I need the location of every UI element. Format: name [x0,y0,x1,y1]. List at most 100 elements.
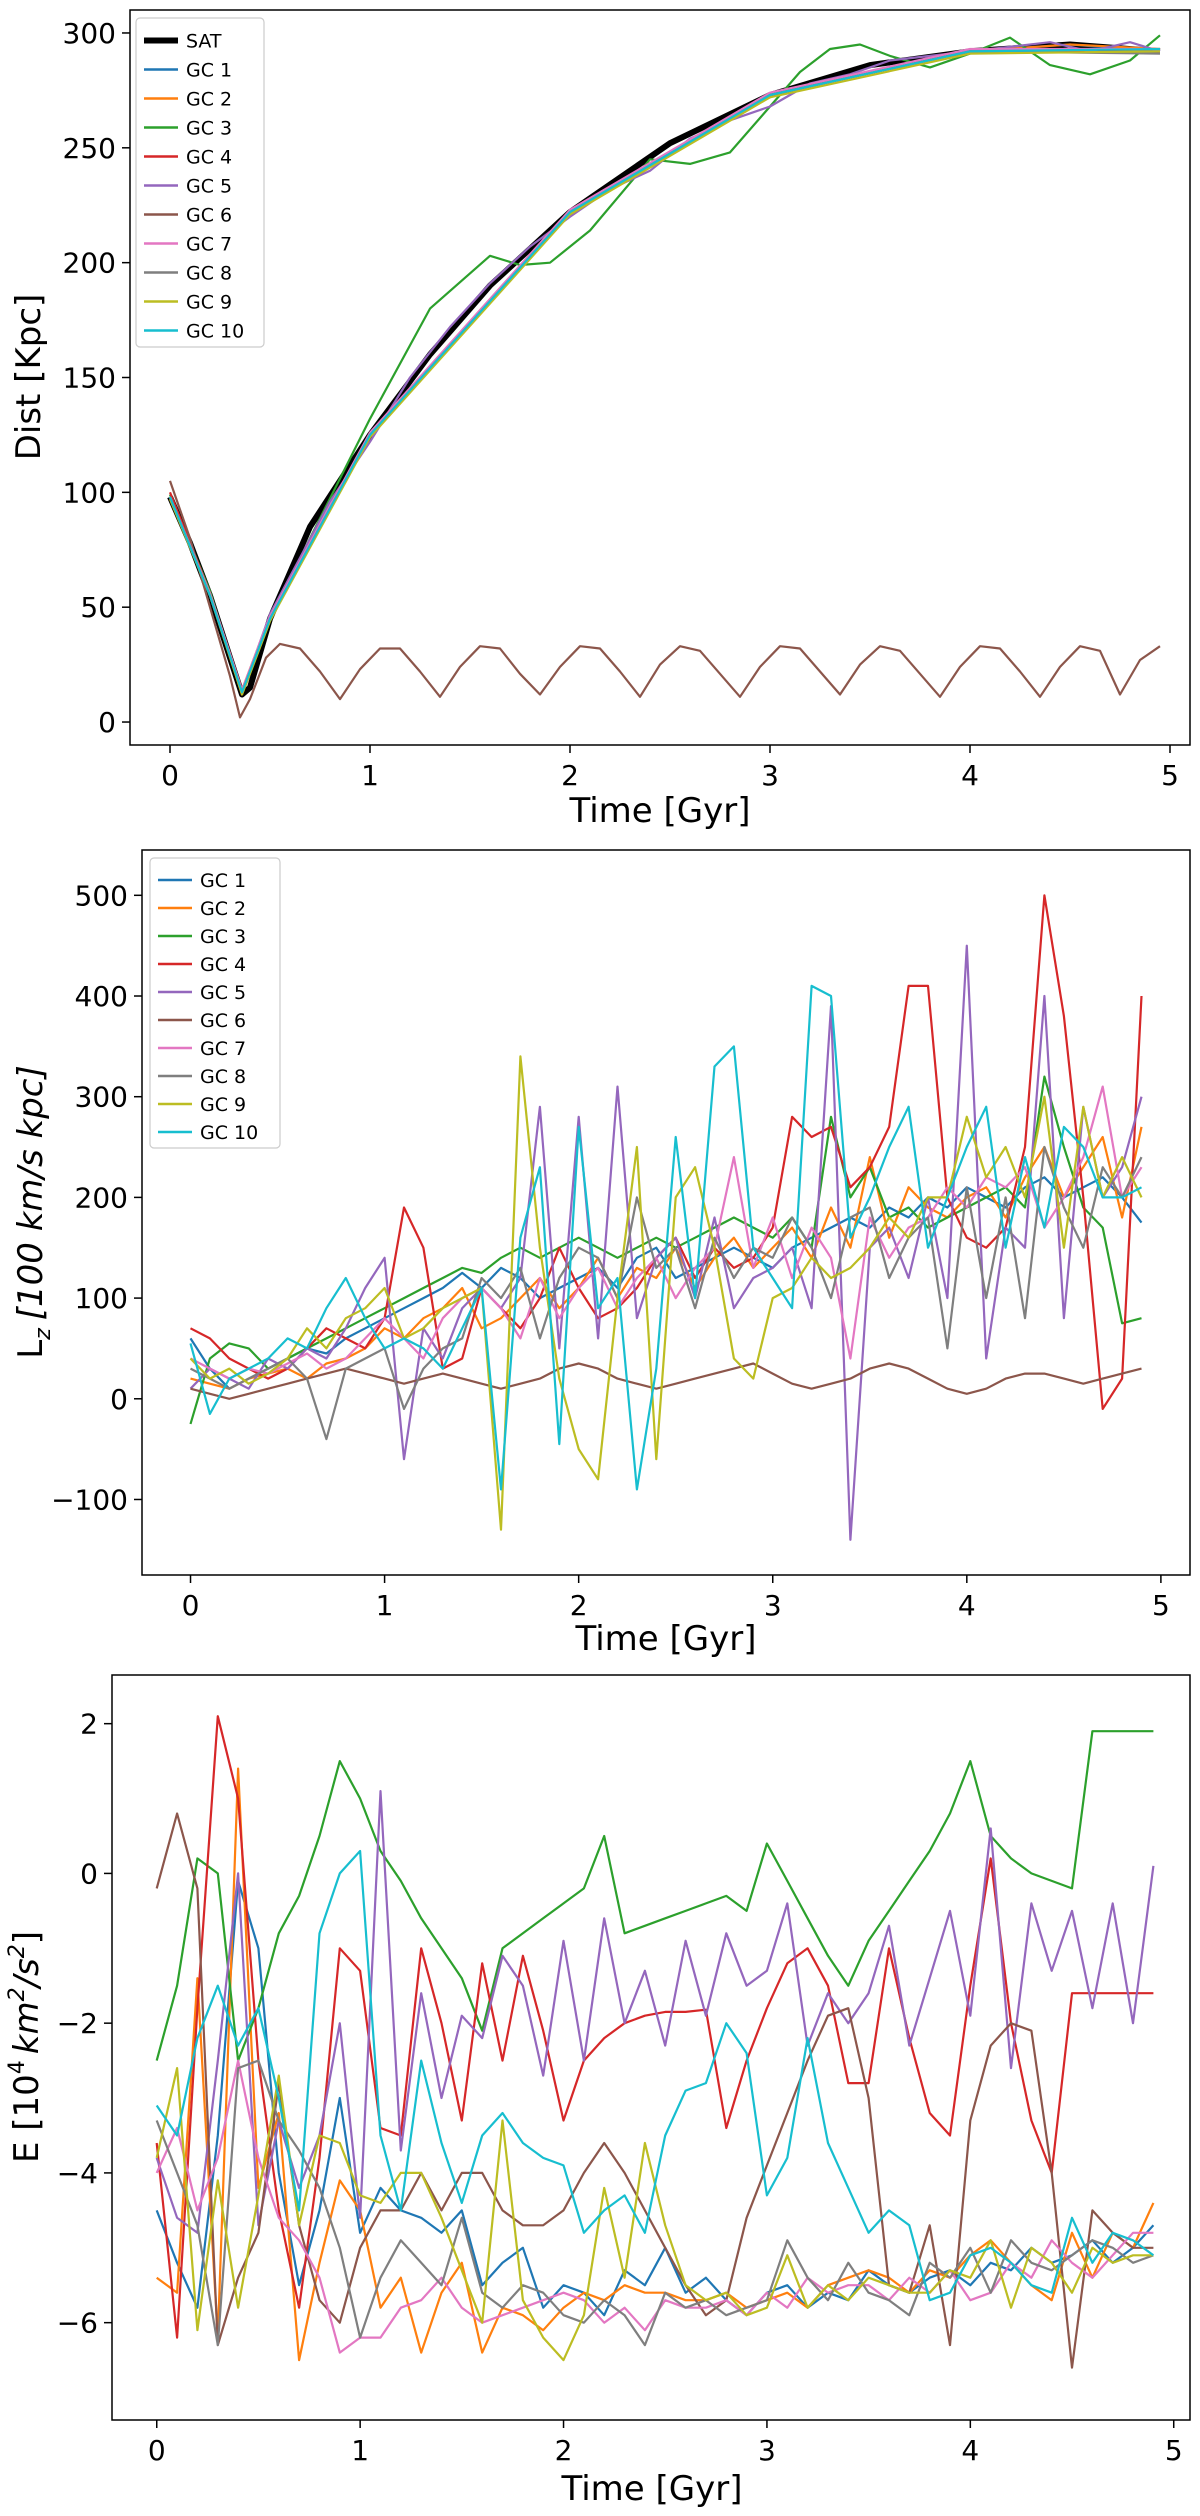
x-tick-label: 0 [182,1589,200,1622]
x-tick-label: 1 [361,759,379,792]
energy-panel: Time [Gyr] E [104km2/s2] 0 1 2 3 4 5−6−4−202 [5,1674,1191,2509]
y-tick-label: −2 [57,2007,98,2040]
y-tick-label: −100 [51,1483,128,1516]
x-tick-label: 4 [961,2434,979,2467]
x-tick-label: 3 [761,759,779,792]
y-tick-label: 0 [98,706,116,739]
legend-label: GC 1 [186,60,232,82]
legend-label: GC 2 [200,898,246,920]
x-tick-label: 1 [376,1589,394,1622]
legend-label: GC 3 [200,926,246,948]
legend-label: GC 10 [186,321,244,343]
x-tick-label: 3 [764,1589,782,1622]
distance-plot-frame [129,9,1191,746]
x-tick-label: 0 [148,2434,166,2467]
series-line-gc-1 [168,43,1161,694]
series-line-gc-3 [155,1730,1154,2062]
series-line-gc-5 [168,41,1161,694]
y-tick-label: 100 [75,1282,128,1315]
distance-y-axis-label: Dist [Kpc] [9,294,49,461]
energy-y-axis-label: E [104km2/s2] [5,1931,47,2163]
series-line-gc-1 [155,1879,1155,2317]
y-tick-label: 150 [63,362,116,395]
series-line-gc-10 [189,984,1143,1491]
lz-x-axis-label: Time [Gyr] [575,1619,757,1659]
series-line-gc-4 [155,1715,1154,2339]
y-tick-label: 2 [80,1708,98,1741]
x-tick-label: 4 [958,1589,976,1622]
y-tick-label: 400 [75,980,128,1013]
legend-label: GC 5 [186,176,232,198]
legend-label: GC 8 [200,1066,246,1088]
legend-label: GC 8 [186,263,232,285]
series-line-gc-6 [190,1362,1142,1400]
y-tick-label: 300 [63,17,116,50]
legend-label: GC 1 [200,870,246,892]
y-tick-label: 0 [80,1857,98,1890]
series-line-gc-7 [155,2059,1154,2354]
x-tick-label: 5 [1165,2434,1183,2467]
y-tick-label: 200 [63,247,116,280]
lz-y-label-sub: z [31,1328,56,1341]
legend: SAT GC 1 GC 2 GC 3 GC 4 GC 5 GC 6 GC 7 GC 8 GC 9 G… [135,17,265,348]
series-line-gc-5 [155,1789,1155,2234]
angular-momentum-panel: Time [Gyr] Lz [100 km/s kpc] 0 1 2 3 4 5 −100 0 1… [11,849,1191,1659]
legend-label: GC 7 [186,234,232,256]
legend-label: GC 9 [186,292,232,314]
series-line-gc-2 [168,43,1161,692]
series-line-gc-6 [155,1812,1154,2369]
energy-plot-frame [111,1674,1191,2421]
energy-x-axis-label: Time [Gyr] [561,2469,743,2509]
y-tick-label: −6 [57,2307,98,2340]
legend-label: GC 10 [200,1122,258,1144]
y-tick-label: 250 [63,132,116,165]
series-line-gc-7 [189,1085,1143,1380]
series-line-gc-9 [189,1055,1143,1531]
legend-label: GC 6 [186,205,232,227]
y-tick-label: 100 [63,476,116,509]
x-tick-label: 5 [1161,759,1179,792]
energy-y-label-km: km [7,2001,47,2054]
x-tick-label: 1 [351,2434,369,2467]
legend-label: GC 4 [186,147,232,169]
energy-y-label-exp3: 2 [5,1944,30,1958]
legend-box [135,17,265,348]
y-tick-label: −4 [57,2157,98,2190]
distance-x-axis-label: Time [Gyr] [569,791,751,831]
x-tick-label: 2 [555,2434,573,2467]
series-line-gc-3 [168,34,1161,696]
x-tick-label: 4 [961,759,979,792]
lz-y-axis-label: Lz [100 km/s kpc] [11,1065,56,1359]
series-line-gc-6 [168,480,1161,719]
energy-y-label-close: ] [7,1931,47,1944]
legend-label: GC 7 [200,1038,246,1060]
x-tick-label: 0 [161,759,179,792]
x-tick-label: 5 [1152,1589,1170,1622]
energy-y-label-exp2: 2 [5,1987,30,2001]
series-line-gc-8 [155,2059,1154,2347]
legend-label: GC 4 [200,954,246,976]
energy-y-label-prefix: E [10 [7,2074,47,2163]
series-line-gc-2 [156,1767,1155,2362]
series-line-gc-10 [168,47,1161,694]
y-tick-label: 50 [80,591,116,624]
legend-label: GC 2 [186,89,232,111]
y-tick-label: 200 [75,1181,128,1214]
series-line-sat [167,41,1161,698]
legend-label: GC 3 [186,118,232,140]
x-tick-label: 2 [570,1589,588,1622]
lz-y-label-rest: [100 km/s kpc] [11,1065,51,1320]
lz-y-label-main: L [11,1340,51,1359]
y-tick-label: 0 [110,1383,128,1416]
energy-y-label-slash: /s [7,1958,47,1990]
series-line-gc-10 [155,1849,1155,2302]
x-tick-label: 2 [561,759,579,792]
distance-panel: Time [Gyr] Dist [Kpc] 0 1 2 3 4 5050100150200… [9,9,1191,831]
legend-label: GC 6 [200,1010,246,1032]
legend-label: GC 9 [200,1094,246,1116]
y-tick-label: 300 [75,1081,128,1114]
lz-plot-frame [141,849,1191,1576]
legend-label: GC 5 [200,982,246,1004]
y-tick-label: 500 [75,879,128,912]
